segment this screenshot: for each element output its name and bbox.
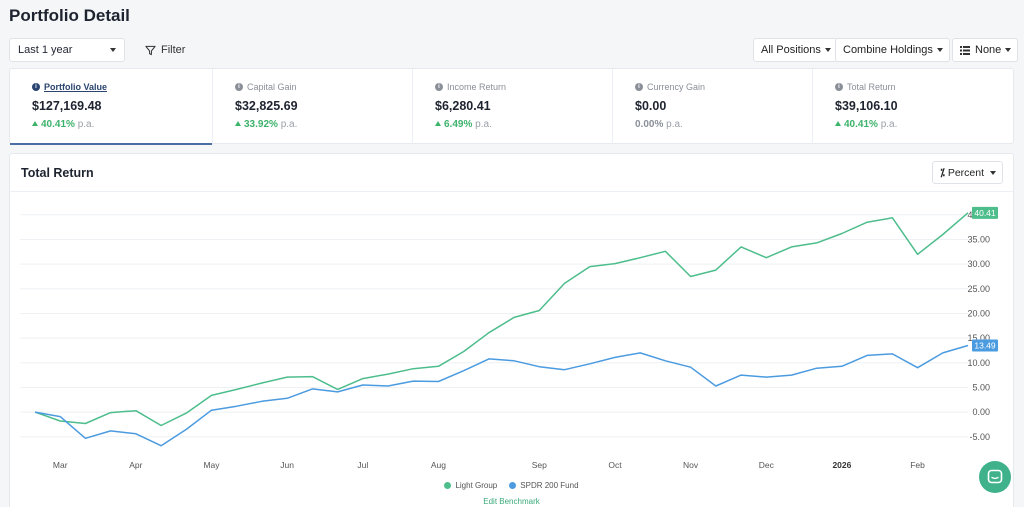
up-arrow-icon [235,121,241,126]
list-icon [960,46,970,55]
info-icon: i [32,83,40,91]
stat-label: Total Return [847,82,896,92]
grouping-dropdown[interactable]: None [952,38,1019,62]
stat-suffix: p.a. [475,119,492,130]
summary-stats: i Portfolio Value $127,169.48 40.41% p.a.… [9,68,1014,145]
legend-item-light-group[interactable]: Light Group [444,481,497,490]
info-icon: i [235,83,243,91]
stat-suffix: p.a. [880,119,898,130]
chevron-down-icon [990,171,996,175]
combine-holdings-dropdown[interactable]: Combine Holdings [835,38,950,62]
stat-total-return[interactable]: i Total Return $39,106.10 40.41% p.a. [812,69,1012,145]
stat-currency-gain[interactable]: i Currency Gain $0.00 0.00% p.a. [612,69,812,145]
series-line-light-group [34,212,969,427]
stat-label: Income Return [447,82,507,92]
series-end-badge [972,206,998,219]
stat-label: Currency Gain [647,82,706,92]
page-title: Portfolio Detail [9,6,130,25]
y-tick-label: 10.00 [967,358,990,368]
chart-legend: Light Group SPDR 200 Fund [10,481,1013,490]
x-tick-label: Aug [431,460,446,470]
chat-icon [987,469,1003,484]
toolbar: Last 1 year Filter All Positions Combine… [9,38,1019,62]
chevron-down-icon [936,48,943,52]
chart-mode-label: Percent [947,167,984,179]
x-tick-label: Jun [280,460,294,470]
up-arrow-icon [32,121,38,126]
stat-change: 40.41% [41,119,75,130]
positions-dropdown[interactable]: All Positions [753,38,838,62]
stat-value: $127,169.48 [32,99,102,113]
stat-value: $6,280.41 [435,99,491,113]
filter-button[interactable]: Filter [145,38,185,62]
series-end-badge [972,339,998,352]
stat-suffix: p.a. [666,119,683,130]
stat-label: Portfolio Value [44,82,108,92]
x-tick-label: May [203,460,220,470]
info-icon: i [435,83,443,91]
period-select[interactable]: Last 1 year [9,38,125,62]
y-tick-label: 15.00 [967,333,990,343]
stat-suffix: p.a. [77,119,95,130]
x-tick-label: 2026 [832,460,851,470]
x-tick-label: Jul [357,460,368,470]
legend-label: Light Group [455,481,498,490]
stat-label: Capital Gain [247,82,297,92]
info-icon: i [635,83,643,91]
stat-change: 6.49% [444,119,473,130]
legend-dot [509,482,517,489]
stat-change: 33.92% [244,119,278,130]
positions-label: All Positions [761,44,821,56]
edit-benchmark-link[interactable]: Edit Benchmark [483,497,540,506]
x-tick-label: Dec [759,460,775,470]
divider [10,191,1013,192]
legend-item-spdr-200[interactable]: SPDR 200 Fund [509,481,579,490]
stat-change: 0.00% [635,119,664,130]
filter-icon [145,45,156,55]
stat-suffix: p.a. [280,119,298,130]
series-end-label: 40.41 [974,208,996,218]
chevron-down-icon [110,48,116,52]
period-select-value: Last 1 year [18,44,73,56]
info-icon: i [835,83,843,91]
y-tick-label: -5.00 [969,432,990,442]
chevron-down-icon [824,48,831,52]
total-return-panel: Total Return ⁒ Percent 40.0035.0030.0025… [9,153,1014,507]
x-tick-label: Feb [910,460,925,470]
stat-value: $39,106.10 [835,99,898,113]
percent-icon: ⁒ [940,167,945,179]
chat-button[interactable] [979,461,1011,493]
y-tick-label: 5.00 [972,382,990,392]
stat-value: $32,825.69 [235,99,298,113]
stat-income-return[interactable]: i Income Return $6,280.41 6.49% p.a. [412,69,612,145]
up-arrow-icon [435,121,441,126]
chart-title: Total Return [21,166,94,180]
stat-change: 40.41% [844,119,878,130]
x-tick-label: Nov [683,460,699,470]
legend-dot [444,482,452,489]
y-tick-label: 0.00 [972,407,990,417]
y-tick-label: 20.00 [967,308,990,318]
up-arrow-icon [835,121,841,126]
x-tick-label: Oct [608,460,622,470]
y-tick-label: 35.00 [967,234,990,244]
combine-holdings-label: Combine Holdings [843,44,933,56]
y-tick-label: 30.00 [967,259,990,269]
stat-capital-gain[interactable]: i Capital Gain $32,825.69 33.92% p.a. [212,69,412,145]
filter-label: Filter [161,44,186,56]
y-tick-label: 25.00 [967,284,990,294]
series-end-label: 13.49 [974,341,996,351]
chevron-down-icon [1005,48,1012,52]
stat-portfolio-value[interactable]: i Portfolio Value $127,169.48 40.41% p.a. [10,69,212,145]
x-tick-label: Apr [129,460,142,470]
x-tick-label: Mar [53,460,68,470]
grouping-label: None [975,44,1002,56]
legend-label: SPDR 200 Fund [520,481,579,490]
total-return-chart: 40.0035.0030.0025.0020.0015.0010.005.000… [20,206,998,470]
stat-value: $0.00 [635,99,667,113]
x-tick-label: Sep [532,460,547,470]
series-line-spdr-200-fund [34,344,969,447]
chart-mode-dropdown[interactable]: ⁒ Percent [932,161,1003,184]
